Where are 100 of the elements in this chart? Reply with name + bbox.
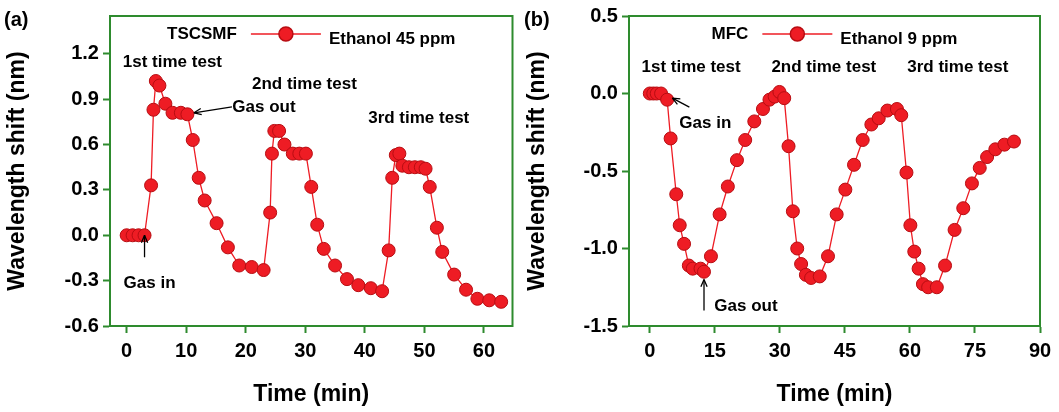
- point: [847, 157, 862, 172]
- point: [855, 133, 870, 147]
- x-tick-label: 30: [294, 338, 317, 361]
- point: [385, 170, 400, 185]
- y-tick-label: 0.0: [71, 222, 99, 245]
- point: [903, 218, 918, 233]
- x-tick-label: 50: [413, 338, 436, 361]
- point: [418, 161, 433, 176]
- point: [422, 179, 437, 194]
- point: [375, 284, 390, 299]
- point: [790, 241, 805, 256]
- annotation: 3rd time test: [368, 107, 470, 127]
- text: (b): [524, 7, 550, 30]
- point: [871, 111, 886, 126]
- y-tick-label: -1.5: [583, 313, 618, 336]
- point: [339, 272, 354, 287]
- point: [712, 207, 727, 222]
- x-axis-title: Time (min): [253, 379, 370, 406]
- x-tick-label: 20: [234, 338, 257, 361]
- point: [180, 107, 195, 122]
- point: [158, 96, 173, 111]
- y-axis-title: Wavelength shift (nm): [3, 51, 30, 291]
- annotation: 2nd time test: [251, 73, 358, 93]
- y-tick-label: -0.5: [583, 158, 618, 181]
- point: [669, 187, 684, 202]
- point: [677, 236, 692, 251]
- point: [785, 204, 800, 219]
- annotation: 1st time test: [641, 56, 741, 76]
- point: [351, 278, 366, 293]
- point: [304, 179, 319, 194]
- point: [894, 108, 909, 123]
- point: [264, 146, 279, 161]
- point: [185, 133, 200, 147]
- point: [755, 102, 770, 116]
- point: [328, 258, 343, 273]
- point: [660, 92, 675, 107]
- y-axis-title: Wavelength shift (nm): [523, 51, 550, 291]
- point: [470, 291, 485, 306]
- point: [272, 123, 287, 138]
- point: [298, 146, 313, 161]
- x-tick-label: 10: [175, 338, 198, 361]
- y-tick-label: -0.3: [64, 268, 99, 291]
- point: [794, 257, 809, 271]
- point: [964, 176, 979, 191]
- annotation: Gas out: [232, 97, 296, 117]
- point: [829, 207, 844, 222]
- y-tick-label: 0.5: [590, 3, 618, 26]
- y-tick-label: 0.3: [71, 177, 99, 200]
- annotation: 1st time test: [122, 51, 223, 71]
- legend-label: Ethanol 9 ppm: [840, 28, 958, 48]
- x-tick-label: 45: [833, 338, 857, 361]
- point: [310, 217, 325, 232]
- point: [929, 280, 944, 295]
- point: [232, 258, 247, 273]
- x-tick-label: 15: [703, 338, 726, 361]
- point: [144, 178, 159, 193]
- text: (a): [4, 7, 29, 30]
- point: [482, 293, 497, 308]
- point: [277, 137, 292, 152]
- point: [363, 281, 378, 296]
- point: [392, 146, 407, 161]
- point: [244, 260, 259, 275]
- x-tick-label: 30: [768, 338, 791, 361]
- point: [812, 269, 827, 284]
- point: [777, 91, 792, 106]
- point: [316, 241, 331, 256]
- point: [703, 249, 718, 264]
- point: [1006, 134, 1021, 149]
- point: [781, 139, 796, 154]
- point: [747, 114, 762, 129]
- point: [899, 165, 914, 180]
- point: [720, 179, 735, 194]
- point: [663, 131, 678, 146]
- point: [738, 133, 753, 147]
- legend-title: MFC: [711, 23, 749, 43]
- point: [838, 182, 853, 197]
- y-tick-label: 0.6: [71, 132, 99, 155]
- point: [947, 222, 962, 237]
- point: [938, 258, 953, 273]
- y-tick-label: 0.9: [71, 86, 99, 109]
- point: [459, 282, 474, 297]
- point: [956, 201, 971, 216]
- point: [447, 267, 462, 282]
- point: [729, 153, 744, 168]
- point: [146, 102, 161, 117]
- annotation: Gas in: [123, 272, 176, 292]
- x-axis-title: Time (min): [776, 379, 893, 406]
- point: [697, 264, 711, 279]
- point: [256, 263, 271, 278]
- legend-title: TSCSMF: [167, 23, 237, 43]
- x-tick-label: 0: [121, 338, 133, 361]
- y-tick-label: 0.0: [590, 81, 618, 104]
- x-tick-label: 60: [472, 338, 496, 361]
- x-tick-label: 60: [898, 338, 922, 361]
- point: [907, 244, 922, 259]
- point: [429, 220, 444, 235]
- point: [220, 240, 235, 255]
- point: [821, 249, 835, 264]
- point: [197, 193, 212, 208]
- annotation: Gas in: [679, 112, 732, 132]
